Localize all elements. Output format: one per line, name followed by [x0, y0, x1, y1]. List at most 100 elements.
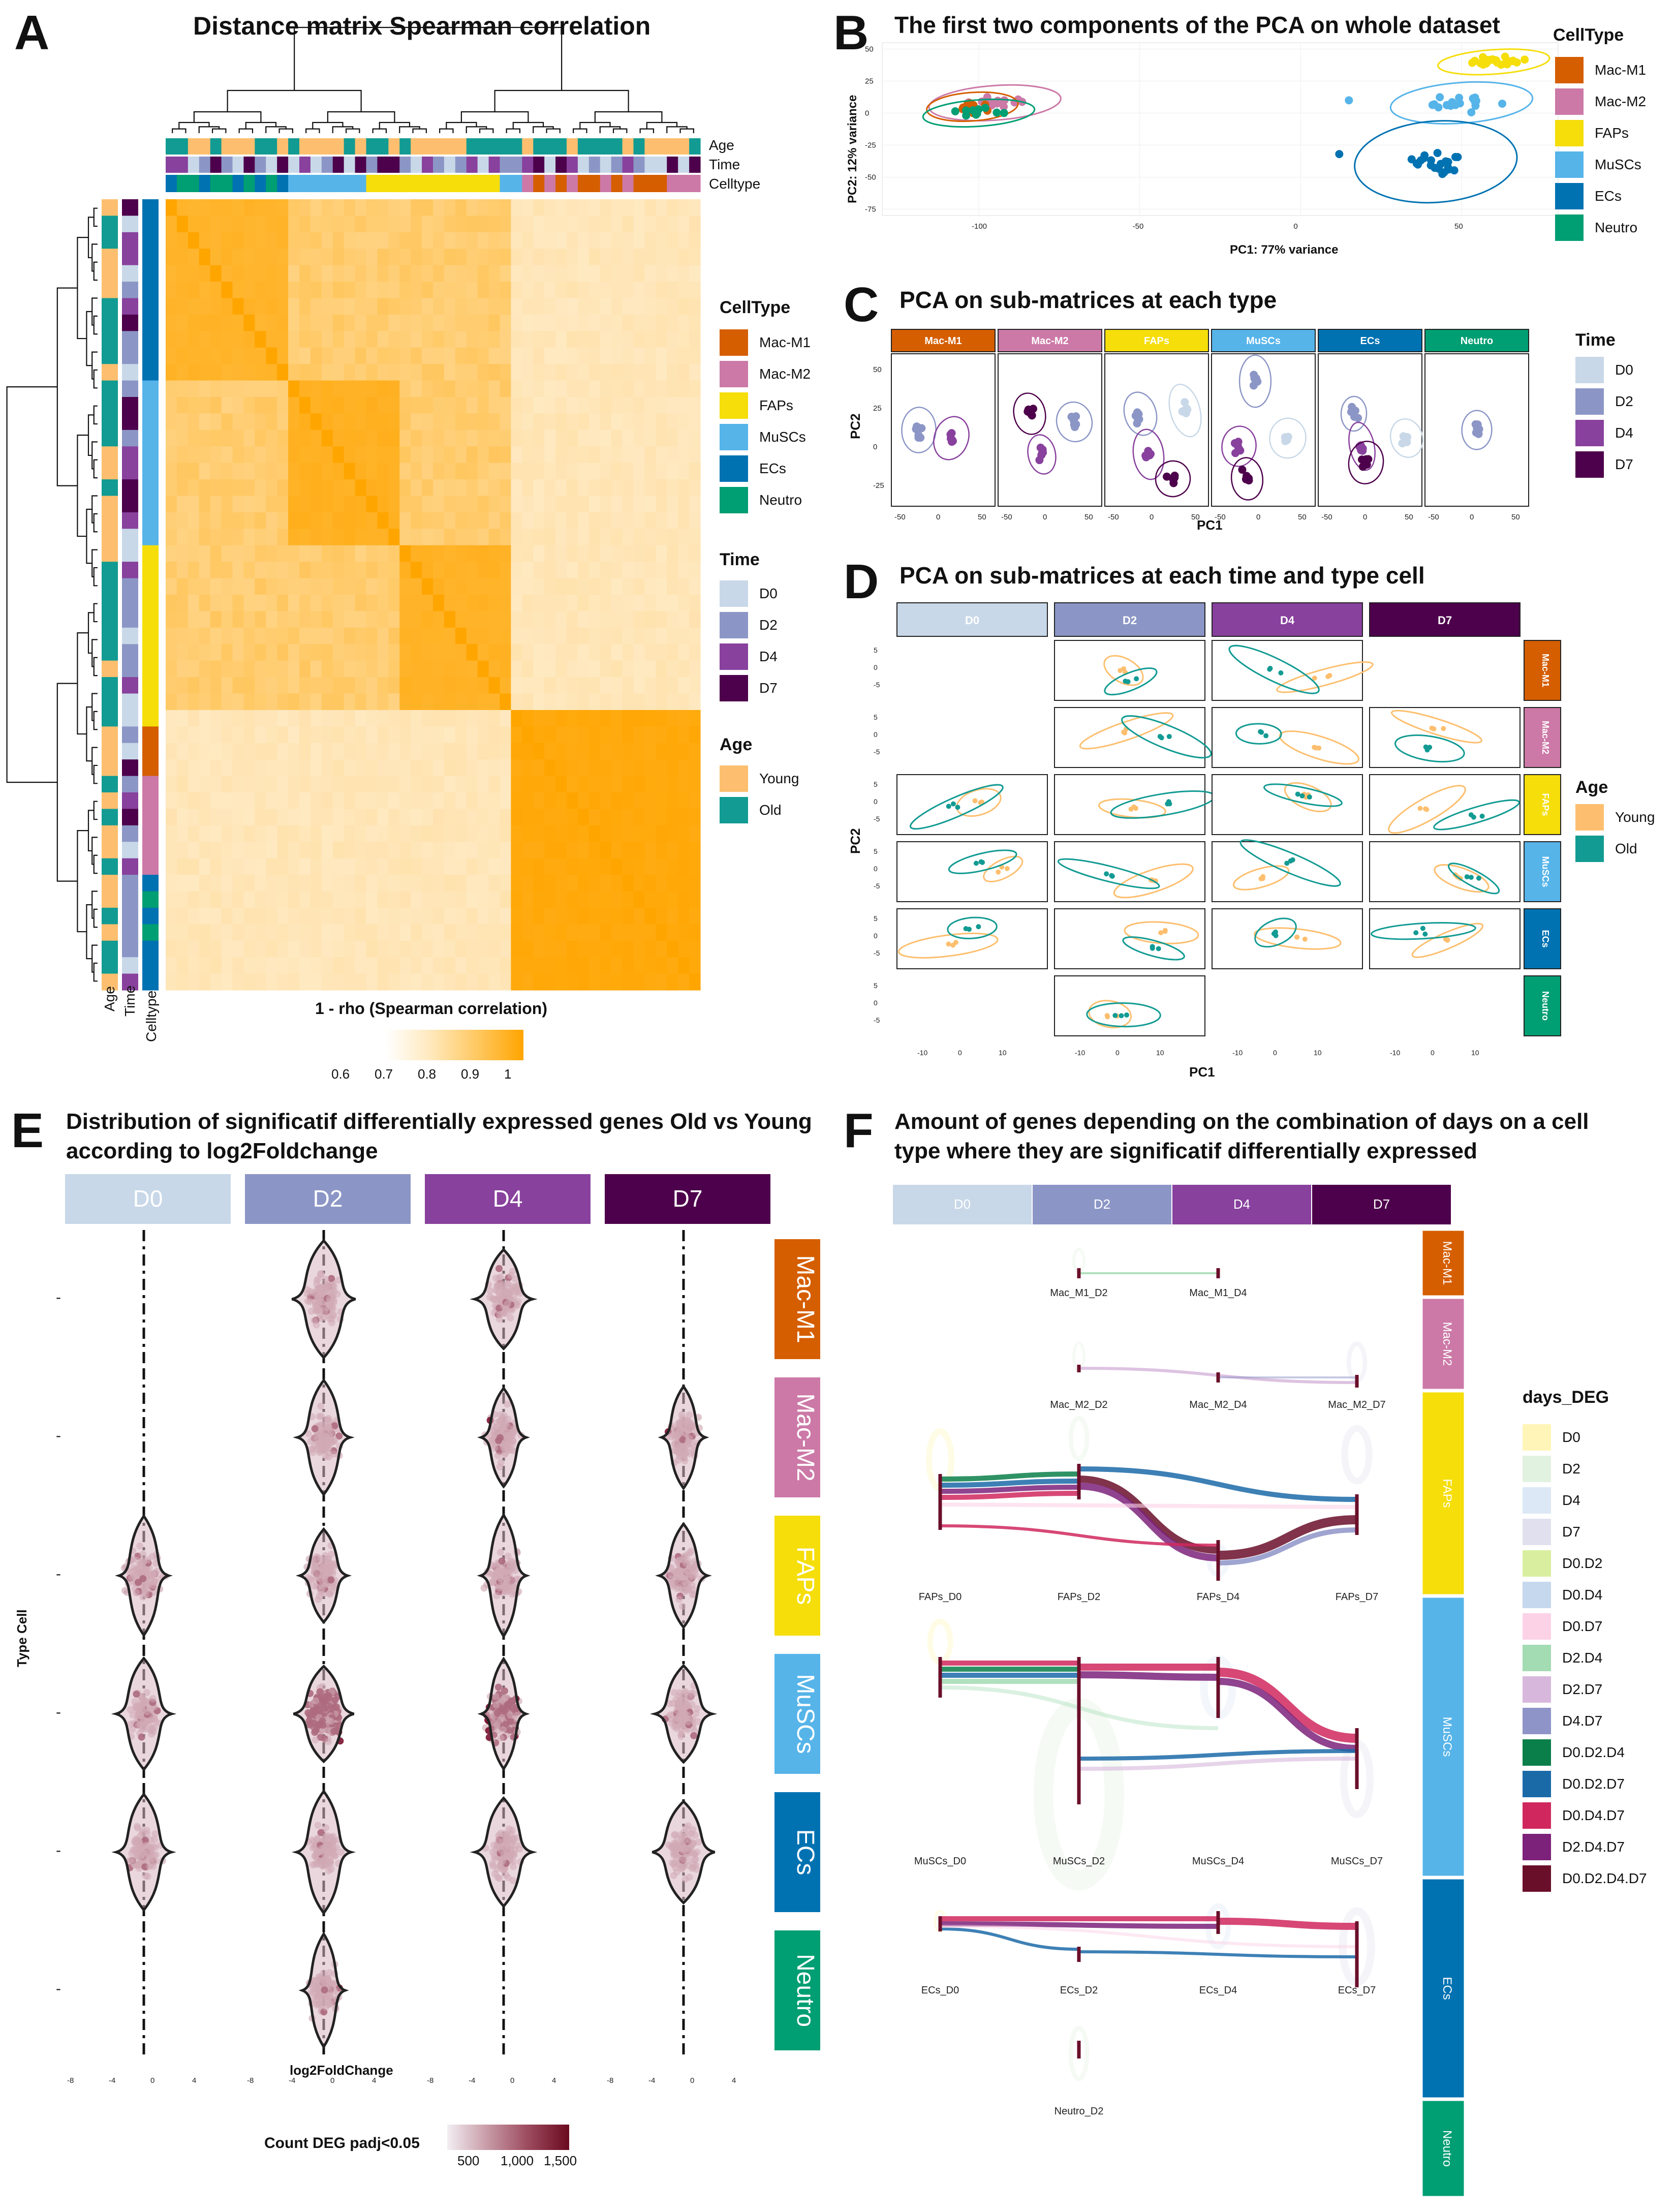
row-annot-time-cell — [122, 380, 138, 397]
heatmap-cell — [366, 463, 378, 480]
heatmap-cell — [310, 331, 322, 348]
annot-age-cell — [588, 138, 601, 155]
heatmap-cell — [411, 545, 422, 562]
heatmap-cell — [667, 924, 678, 941]
heatmap-cell — [299, 809, 311, 826]
heatmap-cell — [622, 512, 634, 529]
heatmap-cell — [232, 693, 244, 711]
heatmap-cell — [455, 429, 467, 447]
data-point — [1501, 52, 1509, 61]
heatmap-cell — [667, 282, 678, 299]
heatmap-cell — [344, 776, 356, 793]
heatmap-cell — [355, 973, 367, 991]
heatmap-cell — [633, 364, 645, 381]
heatmap-cell — [232, 611, 244, 628]
heatmap-cell — [667, 496, 678, 513]
heatmap-cell — [511, 759, 522, 777]
heatmap-cell — [199, 677, 211, 694]
heatmap-cell — [243, 446, 255, 464]
annot-time-cell — [321, 157, 333, 173]
heatmap-cell — [577, 809, 590, 826]
heatmap-cell — [667, 842, 678, 859]
heatmap-cell — [232, 216, 244, 233]
heatmap-cell — [299, 545, 311, 562]
heatmap-cell — [411, 809, 422, 826]
heatmap-cell — [477, 496, 489, 513]
heatmap-cell — [199, 314, 211, 331]
heatmap-cell — [577, 907, 590, 925]
cluster-ellipse — [1132, 428, 1165, 480]
panel-c-title: PCA on sub-matrices at each type — [899, 287, 1277, 313]
heatmap-cell — [332, 265, 345, 282]
facet-frame — [896, 774, 1048, 835]
heatmap-cell — [588, 331, 601, 348]
cluster-ellipse — [1279, 730, 1360, 765]
panel-f-title-line1: Amount of genes depending on the combina… — [894, 1109, 1589, 1134]
row-annot-age-cell — [102, 677, 118, 694]
heatmap-cell — [689, 627, 701, 644]
heatmap-cell — [266, 759, 277, 777]
heatmap-cell — [511, 627, 522, 644]
heatmap-cell — [388, 759, 400, 777]
heatmap-cell — [600, 479, 612, 497]
heatmap-cell — [176, 232, 189, 249]
heatmap-cell — [344, 677, 356, 694]
heatmap-cell — [633, 479, 645, 497]
heatmap-cell — [411, 380, 422, 397]
legend-label: Mac-M1 — [1595, 62, 1647, 78]
heatmap-cell — [377, 957, 389, 974]
heatmap-cell — [188, 743, 200, 760]
heatmap-cell — [188, 364, 200, 381]
heatmap-cell — [221, 249, 233, 266]
heatmap-cell — [310, 578, 322, 595]
heatmap-cell — [488, 446, 501, 464]
heatmap-cell — [422, 429, 433, 447]
heatmap-cell — [399, 595, 411, 612]
heatmap-cell — [622, 759, 634, 777]
heatmap-cell — [321, 512, 333, 529]
row-annot-celltype-cell — [142, 759, 159, 777]
heatmap-cell — [221, 875, 233, 892]
y-tick: 5 — [874, 981, 878, 990]
colorbar-tick: 1 — [504, 1066, 512, 1082]
heatmap-cell — [678, 627, 690, 644]
heatmap-cell — [366, 331, 378, 348]
heatmap-cell — [488, 611, 501, 628]
heatmap-cell — [232, 595, 244, 612]
heatmap-cell — [477, 644, 489, 661]
data-point — [1325, 674, 1331, 680]
heatmap-cell — [299, 907, 311, 925]
heatmap-cell — [466, 249, 478, 266]
heatmap-cell — [321, 973, 333, 991]
heatmap-cell — [411, 463, 422, 480]
data-point — [1471, 56, 1479, 65]
heatmap-cell — [544, 397, 556, 414]
data-point — [1424, 807, 1430, 812]
heatmap-cell — [255, 891, 266, 908]
heatmap-cell — [656, 809, 667, 826]
annot-age-cell — [277, 138, 289, 155]
heatmap-cell — [455, 265, 467, 282]
annot-time-cell — [366, 157, 378, 173]
heatmap-cell — [600, 463, 612, 480]
heatmap-cell — [210, 809, 222, 826]
heatmap-cell — [500, 331, 512, 348]
heatmap-cell — [644, 825, 656, 842]
heatmap-cell — [288, 578, 300, 595]
heatmap-cell — [176, 512, 189, 529]
heatmap-cell — [332, 496, 345, 513]
heatmap-cell — [243, 282, 255, 299]
heatmap-cell — [299, 232, 311, 249]
heatmap-cell — [544, 496, 556, 513]
heatmap-cell — [600, 298, 612, 315]
heatmap-cell — [166, 924, 177, 941]
heatmap-cell — [533, 562, 545, 579]
annot-celltype-cell — [644, 175, 656, 192]
heatmap-cell — [433, 677, 445, 694]
heatmap-cell — [277, 249, 289, 266]
heatmap-cell — [366, 479, 378, 497]
heatmap-cell — [567, 265, 578, 282]
heatmap-cell — [266, 627, 277, 644]
legend-swatch — [1575, 451, 1604, 478]
heatmap-cell — [221, 842, 233, 859]
